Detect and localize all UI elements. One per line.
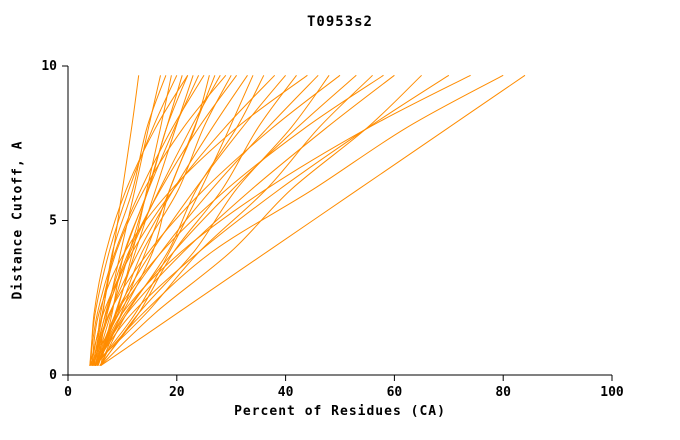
model-curve (99, 75, 297, 366)
chart-title: T0953s2 (306, 14, 373, 30)
model-curve (92, 75, 248, 366)
model-curve (90, 75, 189, 366)
model-curve (96, 74, 357, 366)
x-tick-label: 0 (64, 385, 72, 400)
x-tick-label: 40 (278, 385, 294, 400)
model-curve (89, 75, 205, 366)
model-curve (92, 75, 221, 366)
model-curve (100, 75, 216, 366)
model-curve (89, 75, 178, 366)
model-curve (89, 75, 232, 366)
model-curves (89, 74, 526, 367)
model-curve (94, 75, 183, 366)
model-curve (97, 74, 471, 366)
model-curve (94, 74, 504, 367)
model-curve (93, 74, 450, 366)
x-tick-label: 80 (495, 385, 511, 400)
axis-tick-labels: 0 20 40 60 80 100 0 5 10 (41, 59, 624, 400)
model-curve (97, 75, 238, 366)
x-axis-label: Percent of Residues (CA) (234, 404, 446, 419)
model-curve (94, 74, 395, 366)
y-tick-label: 0 (49, 368, 57, 383)
y-tick-label: 5 (49, 214, 57, 229)
model-curve (97, 75, 172, 366)
y-tick-label: 10 (41, 59, 57, 74)
x-tick-label: 100 (600, 385, 624, 400)
model-curve (93, 74, 341, 366)
axis-ticks (62, 65, 613, 381)
model-curve (94, 74, 319, 366)
x-tick-label: 20 (169, 385, 185, 400)
model-curve (91, 74, 308, 366)
model-curve (92, 74, 373, 367)
x-tick-label: 60 (387, 385, 403, 400)
model-curve (100, 75, 330, 366)
model-curve (97, 74, 384, 366)
model-curve (90, 74, 276, 366)
model-curve (94, 75, 254, 367)
model-curve (100, 74, 526, 367)
model-curve (95, 74, 227, 366)
axes (67, 66, 612, 376)
